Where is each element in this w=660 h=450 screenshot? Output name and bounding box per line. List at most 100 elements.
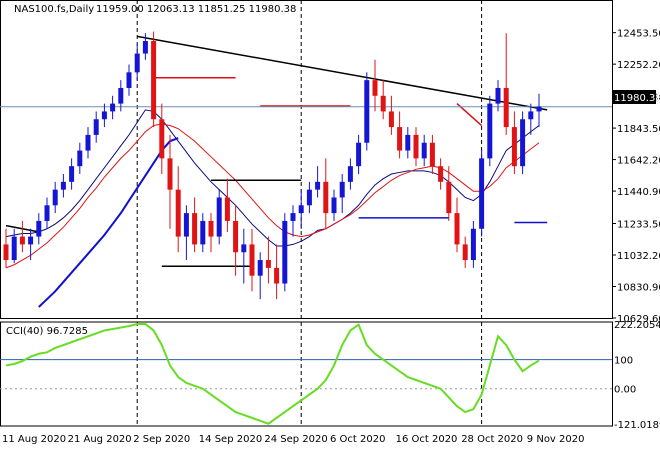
- candle-body: [331, 197, 337, 214]
- candle-body: [233, 220, 239, 253]
- candle-body: [159, 119, 165, 159]
- candle-body: [347, 166, 353, 182]
- candle-body: [118, 87, 124, 104]
- candle-body: [265, 260, 271, 268]
- cci-y-tick-label: 0.00: [614, 385, 636, 396]
- candle-body: [52, 189, 58, 206]
- candle-body: [421, 142, 427, 159]
- candle-body: [487, 103, 493, 159]
- candle-body: [454, 213, 460, 245]
- candle-body: [429, 142, 435, 167]
- candle-body: [175, 189, 181, 237]
- candle-body: [315, 181, 321, 190]
- candle-body: [208, 220, 214, 237]
- candle-body: [274, 267, 280, 284]
- current-price-label: 11980.38: [614, 93, 660, 104]
- candle-body: [28, 236, 34, 245]
- candle-body: [511, 127, 517, 167]
- candle-body: [224, 197, 230, 221]
- candle-body: [249, 244, 255, 276]
- candle-body: [3, 244, 9, 261]
- candle-body: [372, 80, 378, 96]
- y-tick-label: 11032.20: [617, 251, 660, 262]
- y-tick-label: 10629.60: [617, 314, 660, 325]
- y-tick-label: 10830.90: [617, 283, 660, 294]
- candle-body: [19, 236, 25, 245]
- candle-body: [413, 134, 419, 159]
- candle-body: [339, 181, 345, 198]
- x-tick-label: 24 Sep 2020: [264, 434, 327, 445]
- candle-body: [183, 213, 189, 237]
- ohlc-values: 11959.00 12063.13 11851.25 11980.38: [96, 4, 296, 15]
- candle-body: [216, 197, 222, 237]
- candle-body: [192, 213, 198, 245]
- current-price-tag: 11980.38: [612, 90, 660, 104]
- candle-body: [479, 158, 485, 229]
- cci-title: CCI(40) 96.7285: [6, 326, 88, 337]
- candle-body: [438, 166, 444, 182]
- candle-body: [110, 103, 116, 112]
- candle-body: [134, 53, 140, 73]
- x-tick-label: 28 Oct 2020: [461, 434, 523, 445]
- cci-y-tick-label: 100: [614, 356, 633, 367]
- cci-y-tick-label: 222.2054: [614, 320, 660, 331]
- x-tick-label: 16 Oct 2020: [396, 434, 458, 445]
- candle-body: [69, 166, 75, 182]
- candle-body: [520, 119, 526, 167]
- candle-body: [257, 260, 263, 276]
- candle-body: [142, 41, 148, 54]
- candle-body: [298, 205, 304, 214]
- x-tick-label: 11 Aug 2020: [2, 434, 66, 445]
- candle-body: [323, 181, 329, 214]
- y-tick-label: 11843.50: [617, 124, 660, 135]
- x-tick-label: 2 Sep 2020: [133, 434, 190, 445]
- candle-body: [364, 80, 370, 143]
- y-tick-label: 12252.20: [617, 60, 660, 71]
- candle-body: [241, 244, 247, 253]
- cci-panel-frame: [0, 321, 613, 427]
- y-tick-label: 11642.20: [617, 156, 660, 167]
- candle-body: [77, 150, 83, 167]
- candle-body: [388, 111, 394, 128]
- candle-body: [126, 72, 132, 88]
- trend-line: [137, 35, 548, 111]
- candle-body: [11, 236, 17, 261]
- candle-body: [101, 111, 107, 120]
- y-tick-label: 12453.50: [617, 29, 660, 40]
- candle-body: [536, 106, 542, 112]
- candle-body: [380, 95, 386, 112]
- candle-body: [495, 87, 501, 104]
- x-tick-label: 9 Nov 2020: [527, 434, 585, 445]
- candle-body: [93, 119, 99, 135]
- y-tick-label: 11233.50: [617, 220, 660, 231]
- candle-body: [470, 228, 476, 261]
- candle-body: [503, 87, 509, 128]
- candle-body: [356, 142, 362, 167]
- x-tick-label: 14 Sep 2020: [199, 434, 262, 445]
- x-tick-label: 21 Aug 2020: [68, 434, 132, 445]
- candle-body: [282, 220, 288, 284]
- candle-body: [290, 213, 296, 221]
- long-moving-average-line: [38, 137, 179, 308]
- x-tick-label: 6 Oct 2020: [330, 434, 385, 445]
- candle-body: [151, 41, 157, 120]
- candle-body: [397, 127, 403, 151]
- candle-body: [446, 181, 452, 214]
- resistance-level: [456, 103, 483, 127]
- cci-line: [5, 323, 540, 425]
- moving-average-line: [5, 123, 540, 269]
- chart-symbol: NAS100.fs,Daily: [14, 4, 94, 15]
- candle-body: [405, 134, 411, 151]
- candle-body: [462, 244, 468, 261]
- y-tick-label: 11440.90: [617, 187, 660, 198]
- candle-body: [167, 158, 173, 190]
- cci-y-tick-label: -121.0189: [614, 420, 660, 431]
- candle-body: [36, 220, 42, 237]
- candle-body: [200, 220, 206, 245]
- candle-body: [528, 111, 534, 120]
- candle-body: [306, 189, 312, 206]
- candle-body: [85, 134, 91, 151]
- candle-body: [44, 205, 50, 221]
- candle-body: [60, 181, 66, 190]
